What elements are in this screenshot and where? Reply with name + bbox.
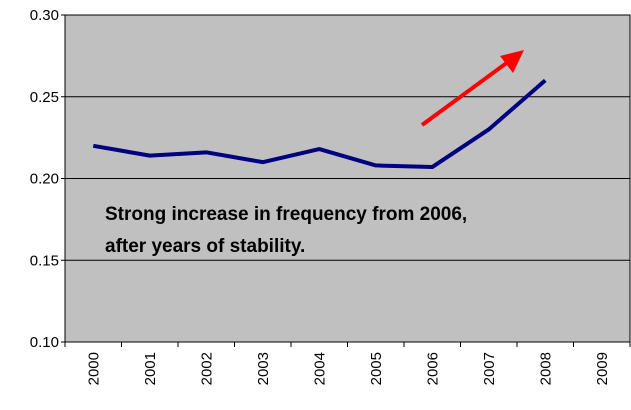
x-tick-label: 2009 — [594, 352, 611, 385]
y-tick-label: 0.15 — [30, 252, 59, 269]
trend-arrow-head — [500, 50, 524, 73]
x-tick-label: 2001 — [142, 352, 159, 385]
x-tick-label: 2006 — [424, 352, 441, 385]
x-tick-label: 2008 — [537, 352, 554, 385]
x-tick-label: 2000 — [85, 352, 102, 385]
trend-arrow — [420, 57, 514, 127]
x-tick-label: 2004 — [311, 352, 328, 385]
x-tick-label: 2002 — [198, 352, 215, 385]
annotation: after years of stability. — [105, 236, 305, 257]
y-tick-label: 0.25 — [30, 89, 59, 106]
x-tick-label: 2003 — [255, 352, 272, 385]
y-tick-label: 0.10 — [30, 334, 59, 351]
data-line — [92, 78, 547, 170]
plot-border — [64, 14, 631, 343]
x-tick-label: 2005 — [368, 352, 385, 385]
y-tick-label: 0.20 — [30, 171, 59, 188]
x-tick-label: 2007 — [481, 352, 498, 385]
annotation: Strong increase in frequency from 2006, — [105, 204, 467, 225]
y-tick-label: 0.30 — [30, 7, 59, 24]
